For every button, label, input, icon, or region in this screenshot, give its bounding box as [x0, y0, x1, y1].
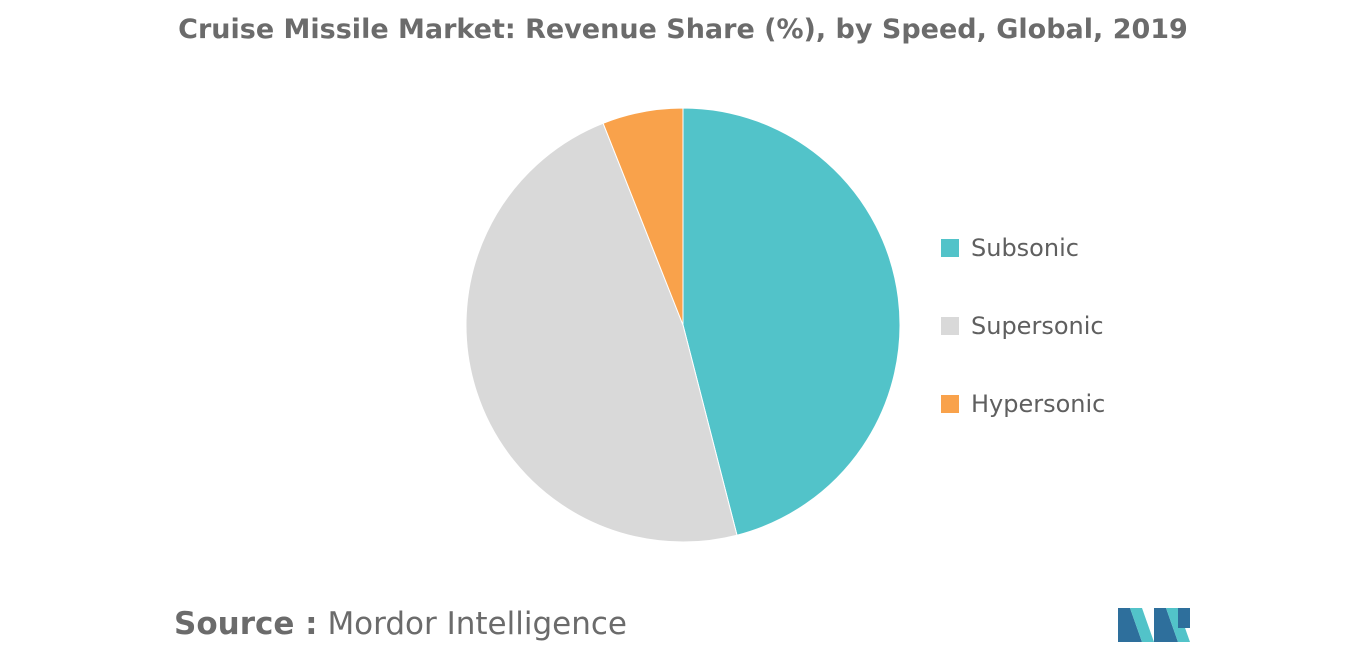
source-text: Mordor Intelligence [327, 606, 627, 642]
legend-swatch [941, 317, 959, 335]
legend-label: Supersonic [971, 312, 1104, 340]
legend-swatch [941, 395, 959, 413]
chart-legend: Subsonic Supersonic Hypersonic [941, 231, 1105, 421]
legend-item-subsonic: Subsonic [941, 231, 1105, 265]
mordor-intelligence-logo-icon [1118, 608, 1190, 642]
legend-swatch [941, 239, 959, 257]
legend-label: Hypersonic [971, 390, 1106, 418]
chart-title: Cruise Missile Market: Revenue Share (%)… [178, 14, 1188, 45]
source-line: Source : Mordor Intelligence [174, 606, 627, 642]
legend-item-supersonic: Supersonic [941, 309, 1105, 343]
legend-label: Subsonic [971, 234, 1079, 262]
legend-item-hypersonic: Hypersonic [941, 387, 1105, 421]
pie-slice-hypersonic [602, 107, 684, 326]
pie-slice-supersonic [465, 122, 738, 543]
pie-slice-subsonic [682, 107, 901, 536]
source-prefix: Source : [174, 606, 318, 642]
